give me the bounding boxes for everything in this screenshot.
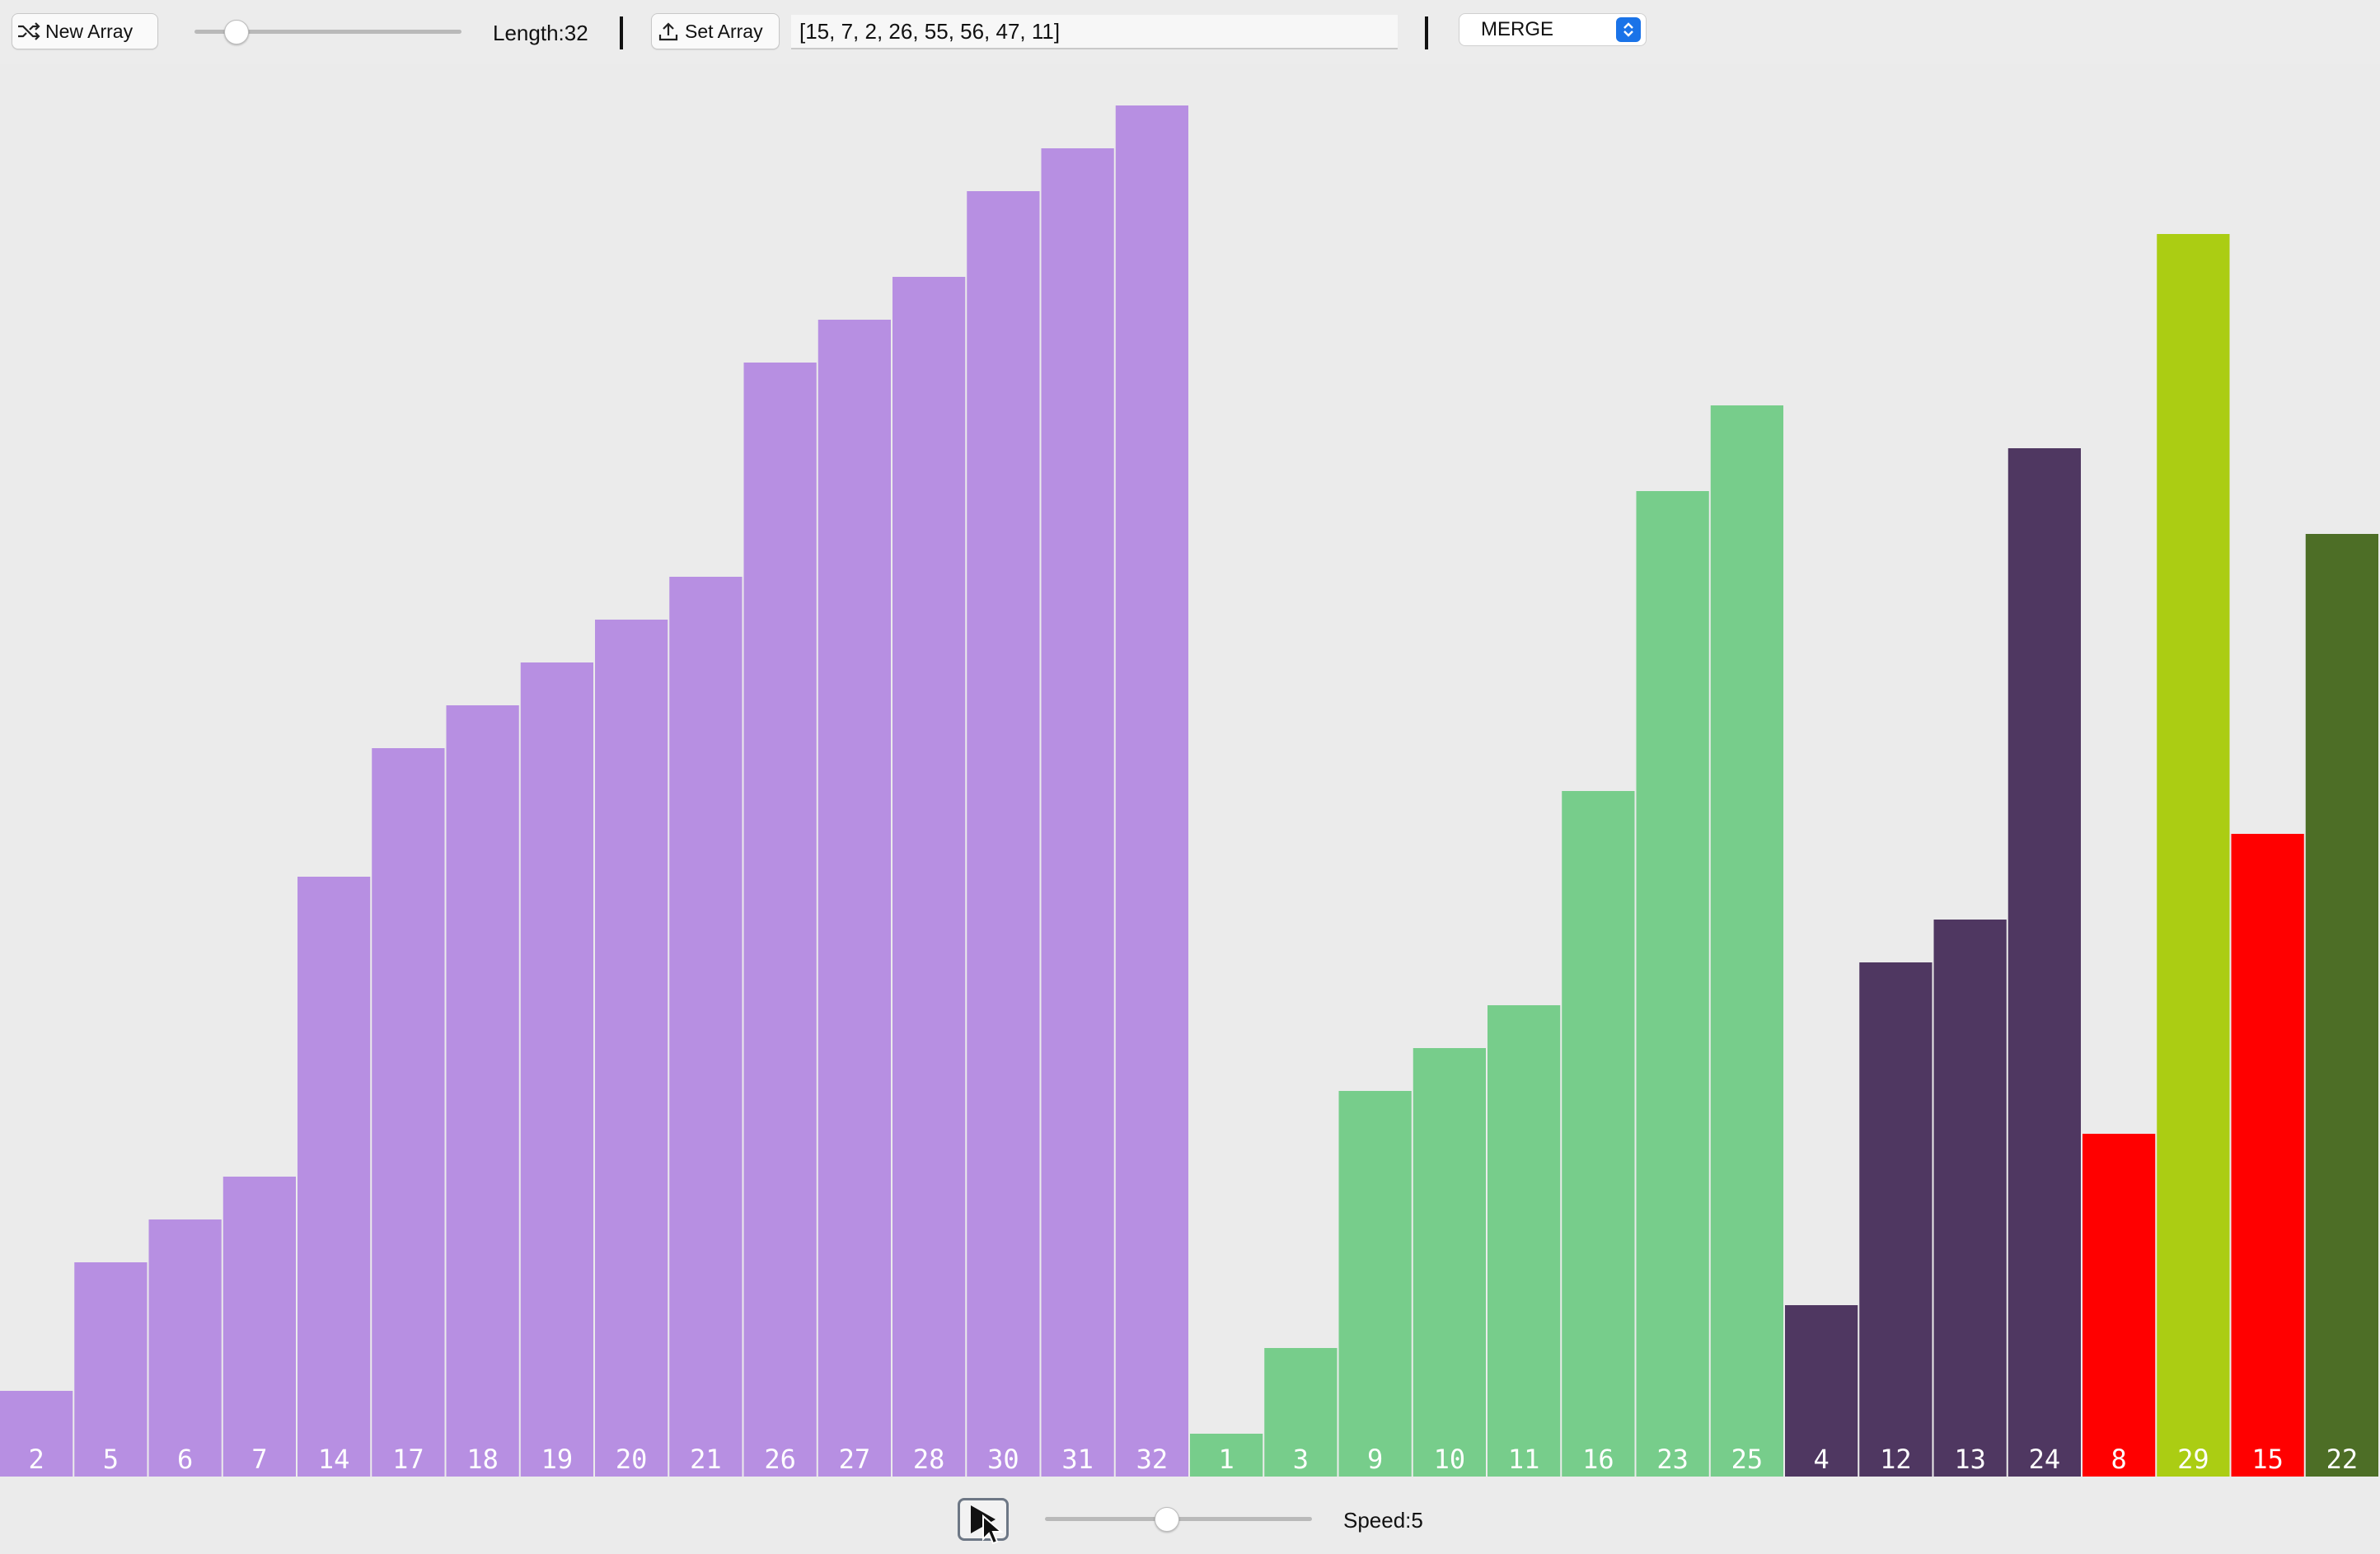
- bar-8: [2082, 1134, 2156, 1477]
- bar-23: [1636, 491, 1709, 1477]
- bar-9: [1338, 1091, 1412, 1477]
- bar-32: [1115, 105, 1188, 1477]
- bar-1: [1190, 1434, 1263, 1477]
- updown-arrows-icon: [1616, 17, 1641, 42]
- set-array-label: Set Array: [685, 20, 763, 42]
- bar-15: [2231, 834, 2304, 1477]
- bar-19: [520, 662, 593, 1477]
- length-slider-track: [194, 30, 461, 34]
- algorithm-select[interactable]: MERGE: [1459, 13, 1647, 46]
- bar-24: [2008, 448, 2081, 1477]
- bar-21: [669, 577, 743, 1477]
- toolbar-divider: [1425, 16, 1428, 49]
- array-input[interactable]: [791, 15, 1398, 49]
- upload-icon: [652, 19, 685, 44]
- length-label: Length:32: [493, 21, 588, 45]
- mouse-pointer-icon: [982, 1514, 1004, 1545]
- new-array-label: New Array: [45, 20, 134, 42]
- bar-3: [1264, 1348, 1338, 1477]
- speed-label: Speed:5: [1343, 1508, 1423, 1533]
- bar-29: [2157, 234, 2230, 1477]
- bar-5: [74, 1262, 148, 1477]
- bar-6: [148, 1219, 222, 1477]
- speed-slider-thumb[interactable]: [1155, 1507, 1180, 1532]
- bar-11: [1488, 1005, 1561, 1477]
- toolbar-divider: [620, 16, 623, 49]
- bar-27: [818, 320, 891, 1477]
- bar-28: [892, 277, 966, 1477]
- length-slider-thumb[interactable]: [223, 20, 249, 44]
- bar-12: [1859, 962, 1933, 1477]
- bar-10: [1413, 1048, 1486, 1477]
- set-array-button[interactable]: Set Array: [651, 13, 780, 49]
- bar-30: [967, 191, 1040, 1477]
- bar-2: [0, 1391, 73, 1477]
- bar-7: [223, 1177, 296, 1477]
- bar-22: [2305, 534, 2378, 1477]
- bar-16: [1562, 791, 1635, 1477]
- bar-4: [1785, 1305, 1858, 1477]
- new-array-button[interactable]: New Array: [12, 13, 158, 49]
- shuffle-icon: [12, 19, 45, 44]
- speed-slider[interactable]: [1045, 1504, 1312, 1533]
- bar-20: [595, 620, 668, 1477]
- toolbar: New Array Length:32 Set Array MERGE: [0, 0, 2380, 64]
- bar-25: [1710, 405, 1783, 1477]
- algorithm-select-value: MERGE: [1481, 18, 1554, 40]
- bar-14: [298, 877, 371, 1477]
- bar-17: [372, 748, 445, 1477]
- bar-26: [743, 363, 817, 1477]
- bar-13: [1933, 920, 2007, 1477]
- bar-18: [446, 705, 519, 1477]
- bar-31: [1041, 148, 1114, 1477]
- length-slider[interactable]: [194, 16, 461, 46]
